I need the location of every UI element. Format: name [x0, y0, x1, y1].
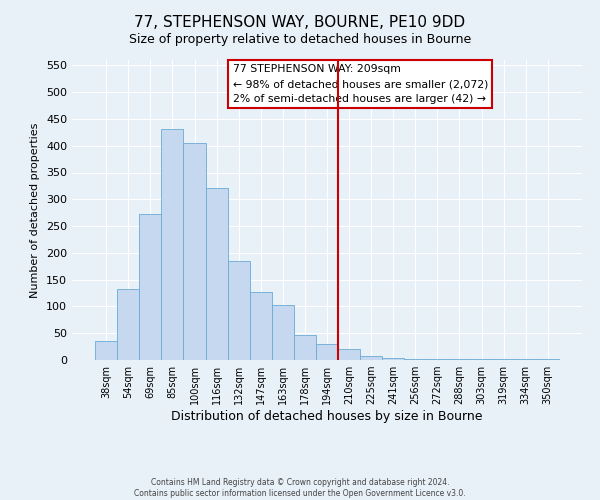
- Bar: [95, 341, 117, 360]
- Bar: [404, 359, 427, 360]
- X-axis label: Distribution of detached houses by size in Bourne: Distribution of detached houses by size …: [171, 410, 483, 423]
- Bar: [382, 358, 404, 360]
- Text: Size of property relative to detached houses in Bourne: Size of property relative to detached ho…: [129, 32, 471, 46]
- Bar: [316, 344, 338, 360]
- Text: 77, STEPHENSON WAY, BOURNE, PE10 9DD: 77, STEPHENSON WAY, BOURNE, PE10 9DD: [134, 15, 466, 30]
- Bar: [139, 214, 161, 360]
- Bar: [272, 305, 294, 360]
- Bar: [250, 292, 272, 360]
- Bar: [338, 350, 360, 360]
- Y-axis label: Number of detached properties: Number of detached properties: [31, 122, 40, 298]
- Bar: [227, 262, 250, 360]
- Bar: [161, 128, 184, 360]
- Bar: [206, 188, 227, 360]
- Text: 77 STEPHENSON WAY: 209sqm
← 98% of detached houses are smaller (2,072)
2% of sem: 77 STEPHENSON WAY: 209sqm ← 98% of detac…: [233, 64, 488, 104]
- Text: Contains HM Land Registry data © Crown copyright and database right 2024.
Contai: Contains HM Land Registry data © Crown c…: [134, 478, 466, 498]
- Bar: [184, 143, 206, 360]
- Bar: [117, 289, 139, 360]
- Bar: [294, 336, 316, 360]
- Bar: [360, 356, 382, 360]
